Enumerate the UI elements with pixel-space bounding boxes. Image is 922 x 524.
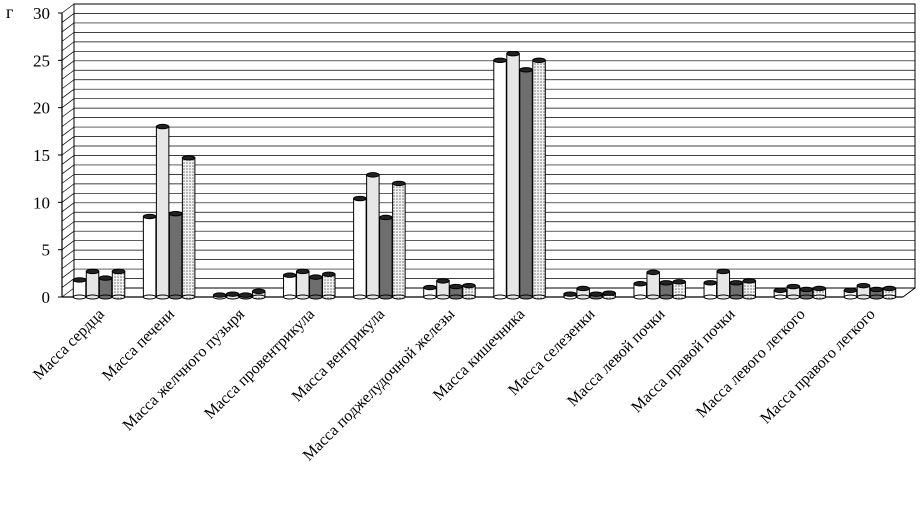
bar [589, 291, 603, 300]
gridline-side [61, 22, 75, 33]
bar [532, 57, 546, 300]
bar [238, 292, 253, 300]
bar [576, 285, 590, 300]
gridline-side [61, 155, 75, 165]
bar [856, 282, 871, 300]
gridline-side [61, 193, 75, 203]
gridline-side [61, 107, 75, 118]
bar [843, 287, 858, 300]
floor-edge [902, 287, 916, 298]
gridline-side [61, 211, 75, 222]
bar [786, 283, 801, 300]
x-tick-label: Масса желчного пузыря [120, 305, 249, 434]
gridline-side [61, 41, 75, 52]
bar [882, 285, 897, 300]
bar [716, 268, 731, 300]
bar [142, 213, 157, 300]
gridline-side [61, 240, 75, 250]
gridline-side [61, 60, 75, 71]
x-tick-label: Масса поджелудочной железы [300, 306, 459, 465]
bar [812, 285, 827, 300]
bar [212, 292, 227, 300]
gridline-side [61, 69, 75, 80]
gridline-side [61, 287, 75, 298]
gridline-side [61, 3, 75, 14]
y-axis-unit: г [6, 2, 14, 22]
bar [379, 214, 393, 300]
y-tick-label: 0 [42, 288, 51, 307]
x-tick-label: Масса печени [99, 306, 178, 385]
gridline-side [61, 202, 75, 213]
gridline-side [61, 51, 75, 61]
bar [85, 268, 100, 300]
y-tick-label: 5 [42, 241, 51, 260]
bar [296, 268, 310, 300]
bar [423, 284, 437, 300]
bar [493, 57, 507, 300]
gridline-side [61, 145, 75, 156]
bar [646, 269, 660, 300]
bar [659, 280, 673, 300]
bar [155, 123, 170, 300]
gridline-side [61, 88, 75, 99]
bars [72, 51, 897, 300]
bar [111, 268, 126, 300]
bar [449, 283, 463, 300]
bar [799, 286, 814, 300]
gridline-side [61, 136, 75, 146]
bar [168, 210, 183, 300]
bar [462, 282, 476, 300]
x-tick-label: Масса правого легкого [757, 306, 879, 428]
x-tick-label: Масса сердца [30, 306, 108, 384]
bar [392, 180, 406, 300]
bar [251, 288, 266, 300]
bar [309, 274, 323, 300]
gridline-side [61, 98, 75, 108]
bar [563, 291, 577, 300]
bar [72, 277, 87, 300]
bar [283, 272, 297, 300]
gridline-side [61, 174, 75, 184]
gridline-side [61, 230, 75, 241]
bar [181, 155, 196, 300]
bar [742, 278, 757, 300]
bar [366, 172, 380, 300]
y-tick-label: 25 [33, 51, 50, 70]
y-tick-label: 10 [33, 193, 50, 212]
gridline-side [61, 259, 75, 269]
bar [506, 51, 520, 300]
axes [58, 12, 916, 298]
gridline-side [61, 164, 75, 175]
y-tick-label: 15 [33, 146, 50, 165]
gridline-side [61, 183, 75, 194]
bar [322, 271, 336, 300]
gridline-side [61, 13, 75, 23]
gridline-side [61, 249, 75, 260]
bar [225, 291, 240, 300]
gridline-side [61, 278, 75, 288]
bar [602, 290, 616, 300]
bar [98, 275, 113, 300]
bar [773, 287, 788, 300]
y-tick-label: 30 [33, 4, 50, 23]
bar [703, 280, 718, 300]
y-tick-label: 20 [33, 99, 50, 118]
gridline-side [61, 221, 75, 232]
bar [353, 195, 367, 300]
gridline-side [61, 268, 75, 279]
gridline-side [61, 32, 75, 42]
gridline-side [61, 79, 75, 90]
bar [869, 286, 884, 300]
bar [519, 67, 533, 300]
gridline-side [61, 126, 75, 137]
bar [672, 279, 686, 300]
bar [633, 281, 647, 300]
gridline-side [61, 117, 75, 127]
bar [436, 278, 450, 300]
bar [729, 280, 744, 300]
